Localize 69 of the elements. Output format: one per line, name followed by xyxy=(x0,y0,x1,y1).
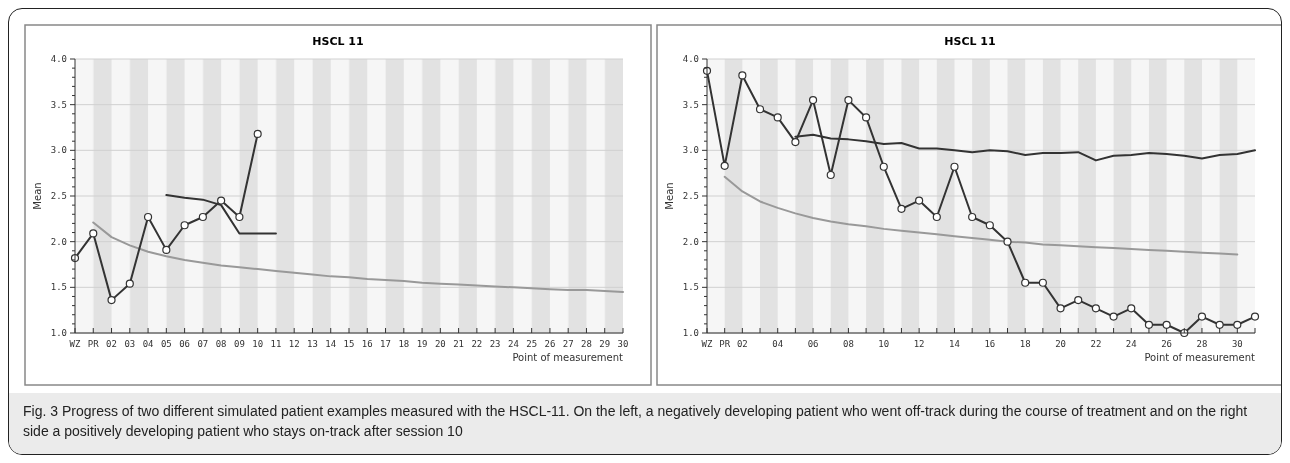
x-tick-label: 27 xyxy=(562,339,574,349)
x-tick-label: 17 xyxy=(380,339,391,349)
x-axis-title: Point of measurement xyxy=(512,352,624,363)
x-tick-label: 22 xyxy=(1090,339,1102,349)
x-tick-label: 16 xyxy=(361,339,373,349)
x-tick-label: 26 xyxy=(544,339,556,349)
y-tick-label: 3.0 xyxy=(682,145,699,156)
x-tick-label: 13 xyxy=(307,339,318,349)
y-tick-label: 1.5 xyxy=(50,282,67,293)
y-tick-label: 3.5 xyxy=(50,99,67,110)
x-tick-label: 29 xyxy=(599,339,611,349)
x-tick-label: 03 xyxy=(124,339,136,349)
y-tick-label: 3.0 xyxy=(50,145,67,156)
x-tick-label: 06 xyxy=(179,339,191,349)
x-tick-label: WZ xyxy=(701,339,713,349)
x-tick-label: 04 xyxy=(142,339,154,349)
x-tick-label: 30 xyxy=(1231,339,1243,349)
x-tick-label: 12 xyxy=(913,339,925,349)
x-tick-label: 04 xyxy=(772,339,784,349)
y-tick-label: 2.0 xyxy=(50,236,67,247)
x-tick-label: 11 xyxy=(270,339,282,349)
x-tick-label: 09 xyxy=(233,339,245,349)
y-axis-title: Mean xyxy=(32,182,43,210)
x-tick-label: 02 xyxy=(736,339,748,349)
x-tick-label: 24 xyxy=(1125,339,1137,349)
x-tick-label: 28 xyxy=(581,339,592,349)
x-tick-label: 05 xyxy=(160,339,172,349)
chart-title: HSCL 11 xyxy=(944,35,996,48)
x-tick-label: 18 xyxy=(1019,339,1031,349)
x-tick-label: 20 xyxy=(434,339,446,349)
x-tick-label: 22 xyxy=(471,339,483,349)
y-tick-label: 2.0 xyxy=(682,236,699,247)
y-tick-label: 1.0 xyxy=(50,328,67,339)
y-tick-label: 4.0 xyxy=(682,54,699,65)
caption: Fig. 3 Progress of two different simulated patient examples measured with the HSCL-11. On the left, a negatively developing patient who went off-track during the course of treatment and on the right side a positively developing patient who stays on-track after session 10 xyxy=(23,402,1249,441)
x-tick-label: 24 xyxy=(507,339,519,349)
x-tick-label: 21 xyxy=(453,339,465,349)
y-tick-label: 1.5 xyxy=(682,282,699,293)
x-tick-label: 15 xyxy=(343,339,355,349)
x-tick-label: 25 xyxy=(526,339,538,349)
x-tick-label: 14 xyxy=(325,339,337,349)
x-tick-label: 07 xyxy=(197,339,209,349)
x-tick-label: 16 xyxy=(984,339,996,349)
x-tick-label: 18 xyxy=(398,339,410,349)
x-tick-label: 10 xyxy=(252,339,264,349)
x-tick-label: 02 xyxy=(106,339,117,349)
y-tick-label: 2.5 xyxy=(50,191,67,202)
x-tick-label: 08 xyxy=(843,339,854,349)
x-tick-label: 28 xyxy=(1196,339,1208,349)
x-tick-label: 12 xyxy=(288,339,300,349)
x-tick-label: 20 xyxy=(1055,339,1066,349)
x-tick-label: PR xyxy=(719,339,731,349)
y-tick-label: 2.5 xyxy=(682,191,699,202)
y-tick-label: 1.0 xyxy=(682,328,699,339)
x-tick-label: 08 xyxy=(215,339,227,349)
x-axis-title: Point of measurement xyxy=(1144,352,1256,363)
y-tick-label: 3.5 xyxy=(682,99,699,110)
x-tick-label: 30 xyxy=(617,339,629,349)
x-tick-label: 23 xyxy=(489,339,501,349)
x-tick-label: 10 xyxy=(878,339,890,349)
x-tick-label: 26 xyxy=(1161,339,1173,349)
y-tick-label: 4.0 xyxy=(50,54,67,65)
x-tick-label: 19 xyxy=(416,339,428,349)
x-tick-label: 06 xyxy=(807,339,819,349)
x-tick-label: PR xyxy=(87,339,100,349)
x-tick-label: 14 xyxy=(949,339,960,349)
y-axis-title: Mean xyxy=(664,182,675,210)
x-tick-label: WZ xyxy=(69,339,81,349)
chart-title: HSCL 11 xyxy=(312,35,364,48)
